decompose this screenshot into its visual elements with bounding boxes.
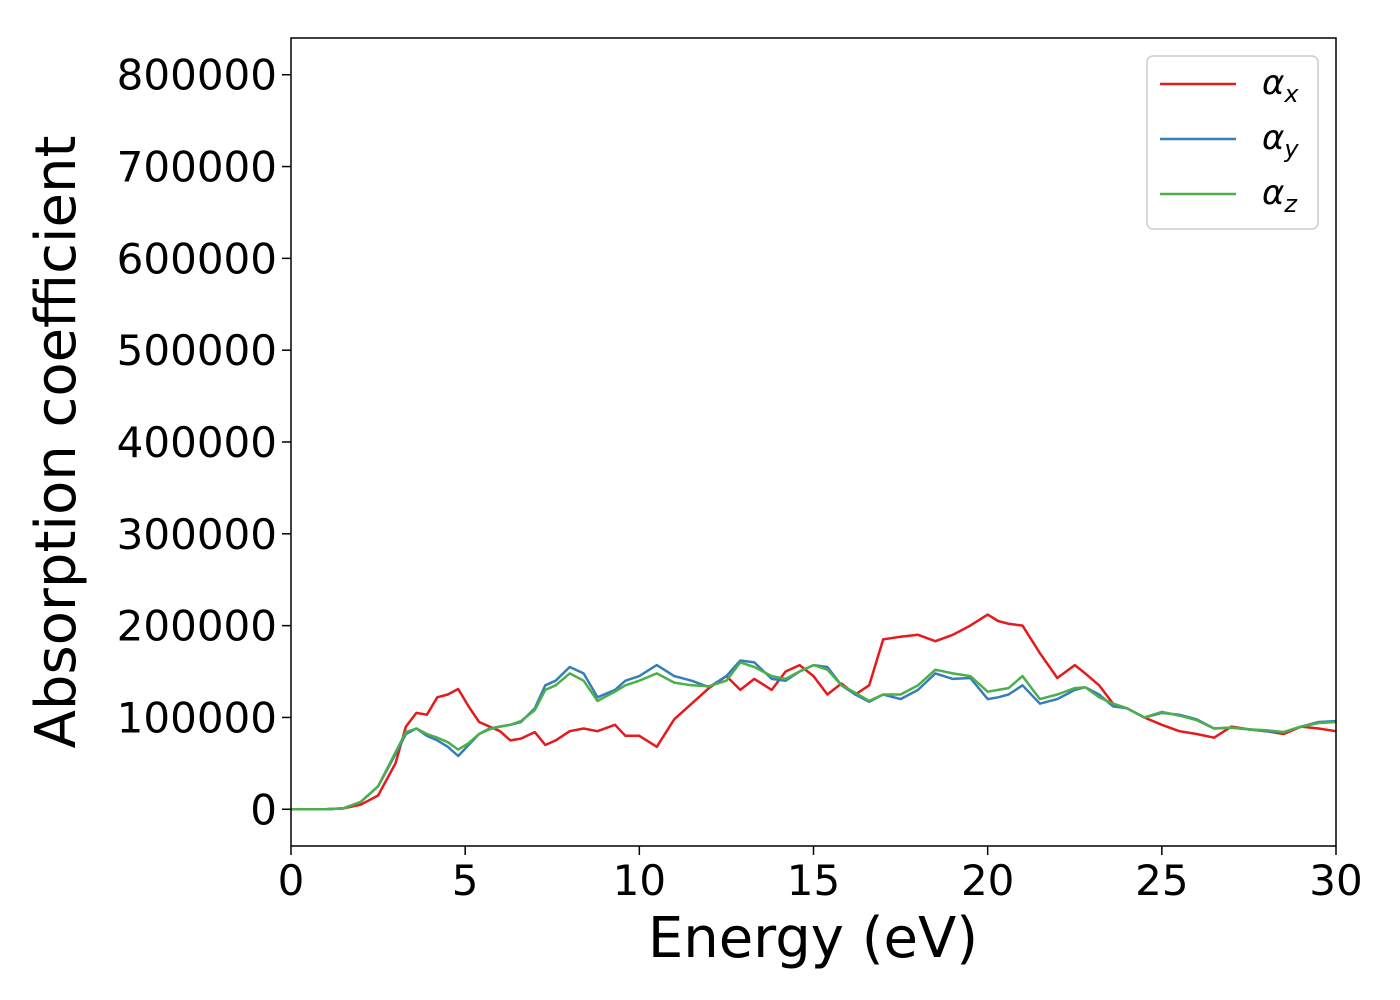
x-tick-label: 20 xyxy=(961,856,1014,905)
legend-symbol: α xyxy=(1262,63,1284,103)
x-tick-label: 15 xyxy=(787,856,840,905)
legend-symbol: α xyxy=(1262,118,1284,158)
y-tick-label: 0 xyxy=(250,785,277,834)
y-tick-label: 100000 xyxy=(117,693,277,742)
x-tick-label: 25 xyxy=(1135,856,1188,905)
plot-lines xyxy=(291,613,1337,811)
y-tick-label: 600000 xyxy=(117,234,277,283)
y-tick-label: 700000 xyxy=(117,143,277,192)
series-line-x xyxy=(291,613,1337,811)
x-axis-label: Energy (eV) xyxy=(648,906,978,971)
legend-subscript: x xyxy=(1283,80,1299,108)
y-axis-label: Absorption coefficient xyxy=(24,136,89,749)
x-axis: 0 5 10 15 20 25 30 xyxy=(278,846,1363,905)
x-tick-label: 30 xyxy=(1309,856,1362,905)
legend-subscript: z xyxy=(1283,190,1298,218)
x-tick-label: 5 xyxy=(452,856,479,905)
x-tick-label: 0 xyxy=(278,856,305,905)
legend-label-y: αy xyxy=(1262,118,1299,163)
legend-label-z: αz xyxy=(1262,173,1298,218)
legend-box xyxy=(1146,55,1319,230)
legend-subscript: y xyxy=(1283,135,1299,163)
legend-symbol: α xyxy=(1262,173,1284,213)
y-tick-label: 500000 xyxy=(117,326,277,375)
y-tick-label: 400000 xyxy=(117,418,277,467)
y-tick-label: 200000 xyxy=(117,602,277,651)
series-line-z xyxy=(291,661,1337,811)
x-tick-label: 10 xyxy=(613,856,666,905)
series-line-y xyxy=(291,659,1337,811)
y-tick-label: 800000 xyxy=(117,51,277,100)
y-tick-label: 300000 xyxy=(117,510,277,559)
y-axis: 0 100000 200000 300000 400000 500000 600000 700… xyxy=(117,51,291,834)
legend-label-x: αx xyxy=(1262,63,1299,108)
